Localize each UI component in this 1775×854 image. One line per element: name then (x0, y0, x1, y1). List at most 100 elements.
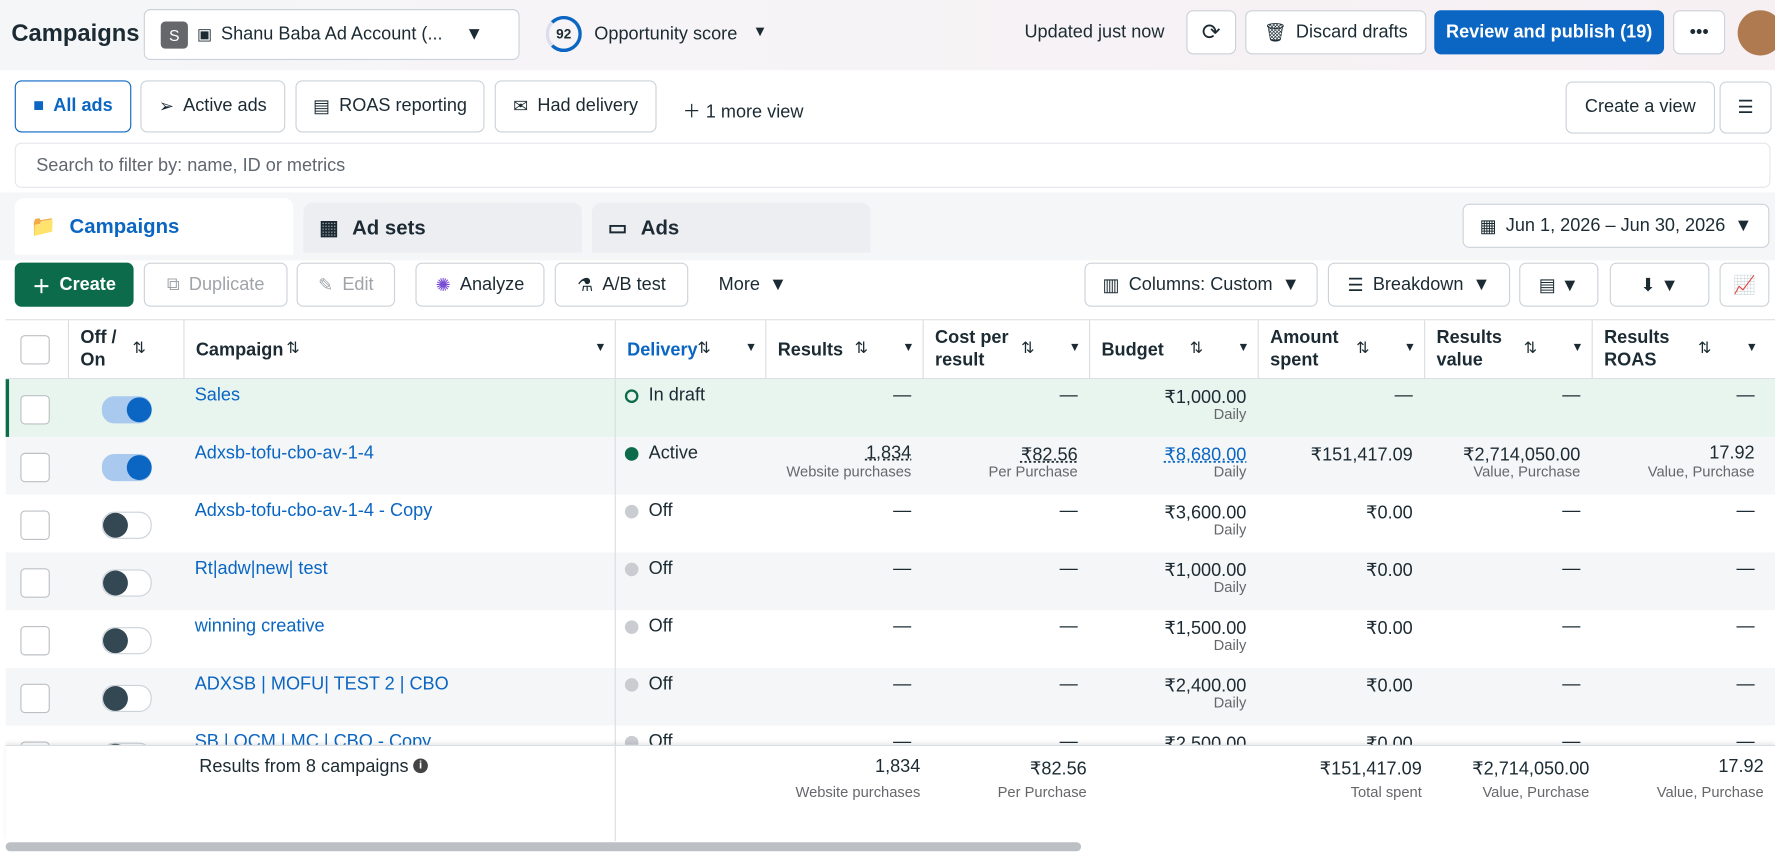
cell-value: — (1059, 501, 1078, 521)
column-menu[interactable]: ▼ (594, 340, 607, 355)
charts-button[interactable]: 📈 (1719, 262, 1770, 307)
icon: ▦ (319, 215, 339, 239)
toggle[interactable] (101, 453, 152, 482)
column-divider (765, 320, 767, 380)
column-menu[interactable]: ▼ (1745, 340, 1758, 355)
view-tab[interactable]: ▤ ROAS reporting (295, 80, 485, 133)
campaign-name[interactable]: Adxsb-tofu-cbo-av-1-4 - Copy (194, 501, 433, 521)
cell-value: — (893, 616, 912, 637)
campaign-name[interactable]: ADXSB | MOFU| TEST 2 | CBO (194, 674, 449, 694)
view-tab[interactable]: ➢ Active ads (140, 80, 286, 133)
column-menu[interactable]: ▼ (1068, 340, 1081, 355)
toggle[interactable] (101, 396, 152, 424)
view-tab[interactable]: ✉ Had delivery (494, 80, 657, 133)
campaign-table: Off / On ⇅ Campaign ⇅ ▼ Delivery ⇅ ▼ Results ⇅ ▼ Co… (5, 319, 1775, 842)
column-divider (614, 379, 616, 437)
column-header[interactable]: Results ROAS (1604, 328, 1670, 371)
column-header[interactable]: Results (777, 340, 844, 360)
level-tab[interactable]: ▭ Ads (592, 202, 871, 253)
breakdown-button[interactable]: ☰ Breakdown ▼ (1327, 262, 1511, 307)
column-menu[interactable]: ▼ (1571, 340, 1584, 355)
cell-value: — (1562, 386, 1581, 406)
column-menu[interactable]: ▼ (1403, 340, 1417, 355)
level-tab[interactable]: 📁 Campaigns (14, 198, 294, 255)
column-header[interactable]: Delivery (627, 340, 698, 360)
discard-button[interactable]: 🗑 Discard drafts (1245, 10, 1427, 55)
score-label[interactable]: Opportunity score (594, 24, 738, 45)
footer-label: Results from 8 campaigns (199, 757, 409, 777)
toggle[interactable] (101, 684, 152, 713)
cell-value: — (1059, 616, 1078, 637)
footer-subtext: Value, Purchase (1482, 783, 1590, 801)
campaign-name[interactable]: Adxsb-tofu-cbo-av-1-4 (194, 443, 374, 463)
publish-button[interactable]: Review and publish (19) (1434, 10, 1665, 55)
icon: ▭ (607, 215, 628, 239)
column-header[interactable]: Amount spent (1270, 328, 1339, 371)
column-menu[interactable]: ▼ (744, 340, 758, 355)
status-dot (624, 447, 639, 461)
label: 1 more view (705, 103, 804, 123)
column-divider (614, 320, 616, 380)
column-header[interactable]: Off / On (80, 328, 117, 371)
sort-icon: ⇅ (286, 338, 300, 357)
label: Discard drafts (1295, 22, 1408, 42)
duplicate-button[interactable]: ⧉ Duplicate (143, 262, 288, 307)
label: Edit (342, 274, 374, 294)
view-tab[interactable]: ■ All ads (14, 80, 132, 133)
toggle[interactable] (101, 569, 152, 597)
table-row (5, 436, 1775, 495)
checkbox[interactable] (20, 626, 50, 656)
ab-test-button[interactable]: ⚗ A/B test (554, 262, 689, 307)
column-menu[interactable]: ▼ (1237, 340, 1250, 355)
label: Create (59, 274, 116, 294)
column-header[interactable]: Cost per result (935, 328, 1009, 371)
analyze-button[interactable]: ✺ Analyze (415, 262, 545, 307)
column-header[interactable]: Results value (1436, 328, 1502, 371)
account-selector[interactable]: S ▣ Shanu Baba Ad Account (... ▼ (143, 9, 520, 60)
profile-avatar[interactable] (1737, 10, 1775, 56)
reports-button[interactable]: ▤ ▼ (1519, 262, 1599, 307)
create-button[interactable]: ＋ Create (14, 262, 134, 307)
toggle-knob (103, 686, 128, 711)
campaign-name[interactable]: winning creative (194, 616, 325, 637)
more-views[interactable]: ＋ 1 more view (682, 103, 804, 123)
cell-value: ₹82.56 (1020, 446, 1078, 466)
column-header[interactable]: Budget (1101, 340, 1164, 360)
delivery-status: Active (648, 443, 698, 463)
checkbox[interactable] (20, 452, 50, 483)
toggle[interactable] (101, 627, 152, 655)
export-button[interactable]: ⬇ ▼ (1609, 262, 1710, 307)
column-menu[interactable]: ▼ (902, 340, 915, 355)
checkbox[interactable] (20, 568, 50, 598)
settings-button[interactable]: ☰ (1719, 81, 1772, 134)
column-header[interactable]: Campaign (195, 340, 284, 360)
delivery-status: Off (648, 616, 673, 637)
more-menu[interactable]: More ▼ (701, 262, 804, 307)
level-tab[interactable]: ▦ Ad sets (303, 202, 582, 253)
caret: ▼ (1472, 274, 1491, 294)
icon: ☰ (1347, 275, 1364, 295)
info-icon: i (413, 758, 428, 774)
refresh-button[interactable]: ⟳ (1186, 10, 1237, 55)
date-picker[interactable]: ▦ Jun 1, 2026 – Jun 30, 2026 ▼ (1462, 203, 1770, 248)
campaign-name[interactable]: Rt|adw|new| test (194, 559, 328, 579)
toggle-knob (126, 397, 152, 423)
search-box[interactable]: Search to filter by: name, ID or metrics (14, 142, 1771, 188)
icon: ▥ (1102, 275, 1120, 295)
checkbox[interactable] (20, 510, 50, 540)
account-name: Shanu Baba Ad Account (... (221, 24, 443, 44)
checkbox[interactable] (20, 395, 50, 425)
columns-button[interactable]: ▥ Columns: Custom ▼ (1084, 262, 1318, 307)
create-view-button[interactable]: Create a view (1565, 81, 1716, 134)
more-button[interactable]: ••• (1673, 10, 1726, 55)
account-avatar: S (160, 20, 188, 49)
column-divider (614, 610, 616, 668)
cell-value: 1,834 (865, 443, 912, 463)
edit-button[interactable]: ✎ Edit (296, 262, 396, 307)
cell-value: ₹0.00 (1365, 619, 1413, 639)
checkbox[interactable] (20, 335, 50, 365)
campaign-name[interactable]: Sales (194, 386, 241, 406)
checkbox[interactable] (20, 683, 50, 714)
toggle[interactable] (101, 511, 152, 539)
column-divider (183, 320, 185, 380)
